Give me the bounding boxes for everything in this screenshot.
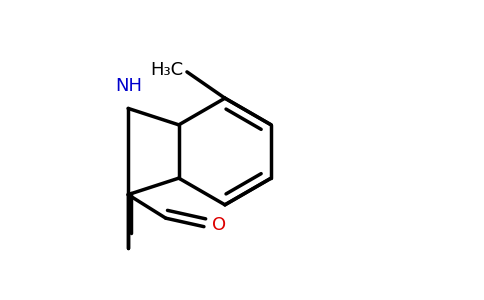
Text: NH: NH	[116, 77, 142, 95]
Text: H₃C: H₃C	[151, 61, 183, 79]
Text: O: O	[212, 216, 226, 234]
